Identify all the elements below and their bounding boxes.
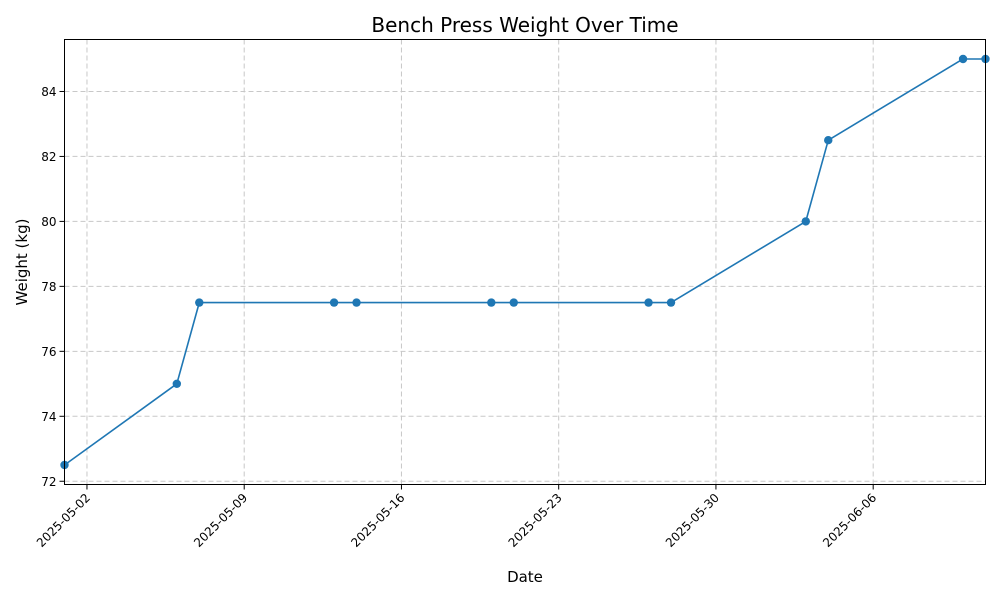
- plot-frame: [64, 39, 986, 485]
- data-point: [666, 298, 676, 307]
- y-tick-label: 78: [41, 280, 56, 294]
- data-point: [801, 217, 810, 226]
- data-point: [352, 298, 361, 307]
- data-point: [329, 298, 339, 307]
- data-point: [958, 54, 968, 64]
- y-axis-ticks: 72 74 76 78 80 82 84: [41, 85, 65, 489]
- chart-title: Bench Press Weight Over Time: [371, 13, 678, 37]
- y-tick-label: 72: [41, 475, 56, 489]
- y-tick-label: 84: [41, 85, 56, 99]
- x-axis-label: Date: [507, 568, 543, 586]
- y-axis-label: Weight (kg): [13, 219, 31, 306]
- y-tick-label: 74: [41, 410, 56, 424]
- data-point: [824, 135, 833, 145]
- series-layer: [60, 54, 990, 470]
- data-point: [172, 379, 182, 389]
- data-point: [509, 298, 518, 307]
- y-tick-label: 76: [41, 345, 56, 359]
- y-tick-label: 80: [41, 215, 56, 229]
- data-point: [487, 298, 496, 307]
- data-point: [195, 298, 204, 307]
- data-point: [644, 298, 653, 307]
- y-tick-label: 82: [41, 150, 56, 164]
